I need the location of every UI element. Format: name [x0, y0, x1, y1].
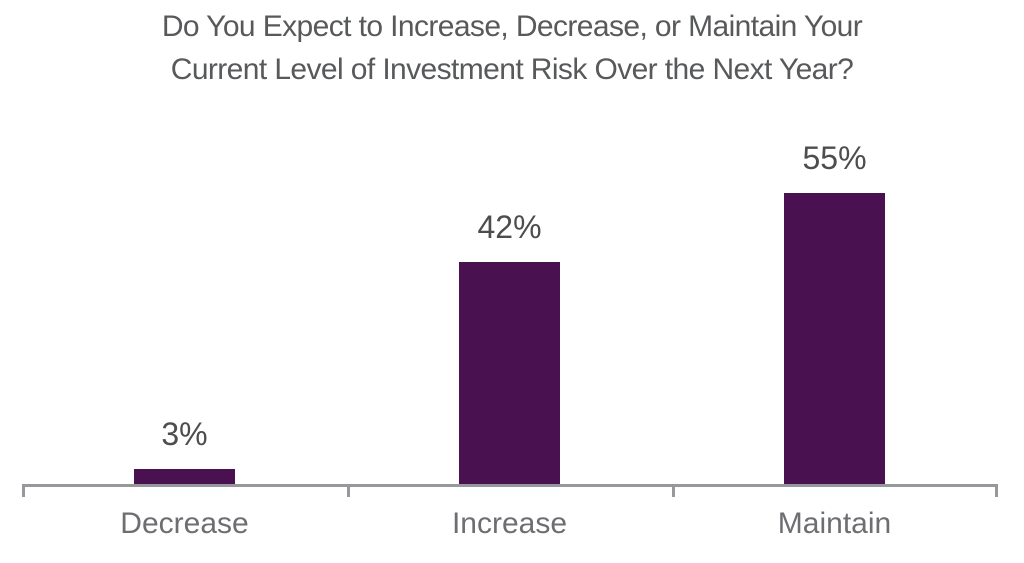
chart-title: Do You Expect to Increase, Decrease, or …: [0, 5, 1024, 91]
bar-group-maintain: 55%: [672, 140, 997, 485]
bar-group-increase: 42%: [347, 209, 672, 485]
category-label-maintain: Maintain: [777, 507, 892, 540]
x-axis-line: [22, 484, 998, 487]
value-label-increase: 42%: [477, 209, 542, 245]
category-label-increase: Increase: [451, 507, 568, 540]
x-axis-tick: [672, 484, 675, 497]
category-label-decrease: Decrease: [120, 507, 249, 540]
bar-group-decrease: 3%: [22, 416, 347, 485]
value-label-decrease: 3%: [161, 416, 208, 452]
x-axis-tick: [347, 484, 350, 497]
x-axis-tick: [22, 484, 25, 497]
chart-title-line-1: Do You Expect to Increase, Decrease, or …: [161, 10, 863, 43]
x-axis-tick: [995, 484, 998, 497]
bar-maintain: [784, 193, 885, 485]
value-label-maintain: 55%: [802, 140, 867, 176]
chart-title-line-2: Current Level of Investment Risk Over th…: [170, 53, 854, 86]
bar-increase: [459, 262, 560, 485]
bar-decrease: [134, 469, 235, 485]
